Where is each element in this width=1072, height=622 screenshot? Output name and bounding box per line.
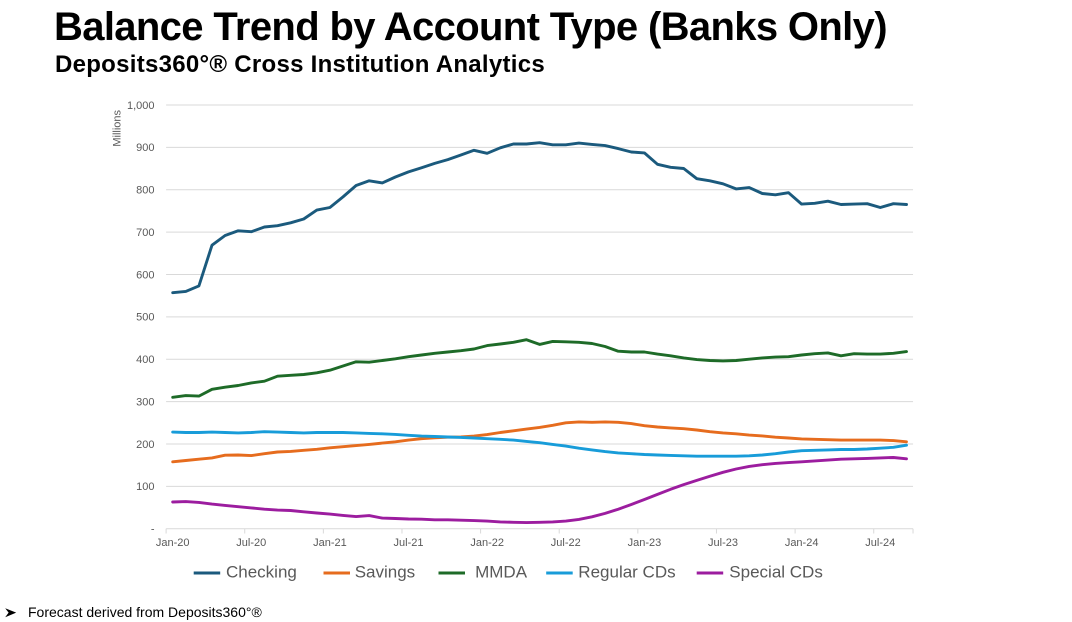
svg-text:-: -: [151, 524, 155, 536]
svg-text:Jul-20: Jul-20: [236, 537, 266, 549]
svg-text:Jul-23: Jul-23: [708, 537, 738, 549]
svg-text:Regular CDs: Regular CDs: [578, 563, 675, 582]
svg-text:Checking: Checking: [226, 563, 297, 582]
svg-text:1,000: 1,000: [127, 100, 155, 112]
svg-text:900: 900: [136, 142, 154, 154]
svg-text:300: 300: [136, 396, 154, 408]
svg-text:Jul-24: Jul-24: [865, 537, 895, 549]
svg-text:100: 100: [136, 481, 154, 493]
svg-text:200: 200: [136, 439, 154, 451]
svg-text:600: 600: [136, 269, 154, 281]
svg-text:Jan-20: Jan-20: [156, 537, 190, 549]
svg-text:400: 400: [136, 354, 154, 366]
svg-text:Jan-24: Jan-24: [785, 537, 819, 549]
svg-text:Jan-21: Jan-21: [313, 537, 347, 549]
svg-text:Millions: Millions: [112, 109, 124, 146]
svg-text:Jan-23: Jan-23: [628, 537, 662, 549]
svg-text:700: 700: [136, 227, 154, 239]
svg-text:500: 500: [136, 312, 154, 324]
svg-text:800: 800: [136, 185, 154, 197]
svg-text:Jan-22: Jan-22: [470, 537, 504, 549]
svg-text:Savings: Savings: [355, 563, 415, 582]
svg-text:MMDA: MMDA: [475, 563, 528, 582]
svg-text:Special CDs: Special CDs: [729, 563, 823, 582]
svg-text:Jul-21: Jul-21: [394, 537, 424, 549]
svg-text:Jul-22: Jul-22: [551, 537, 581, 549]
